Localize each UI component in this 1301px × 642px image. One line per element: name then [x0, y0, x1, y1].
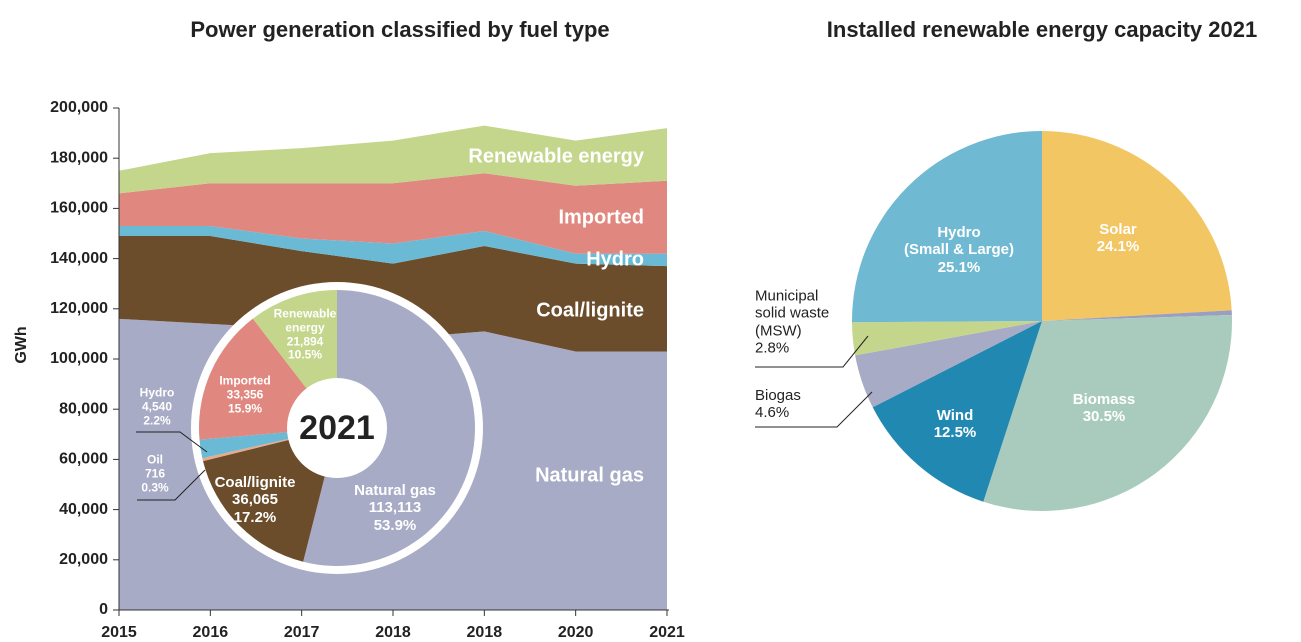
series-label: Hydro: [586, 248, 644, 270]
label-text: 12.5%: [933, 424, 977, 441]
label-text: 24.1%: [1096, 238, 1140, 255]
label-text: 2.8%: [755, 339, 790, 357]
label-text: 0.3%: [141, 479, 169, 494]
label-text: Solar: [1099, 220, 1137, 238]
slice: [983, 315, 1232, 511]
slice-label: Hydro (Small & Large) 25.1%: [884, 224, 1034, 276]
chart-title: Power generation classified by fuel type: [190, 17, 609, 42]
donut-center-label: 2021: [299, 409, 375, 447]
slice-label: Oil 716 0.3%: [121, 453, 189, 494]
y-tick-label: 120,000: [50, 300, 108, 317]
slice-label: Imported 33,356 15.9%: [211, 374, 279, 415]
slice-label: Biomass 30.5%: [1029, 391, 1179, 426]
slice: [851, 131, 1042, 323]
pie: [851, 131, 1232, 511]
leader-line: [136, 431, 208, 453]
series-label: Natural gas: [535, 464, 644, 486]
slice: [1042, 131, 1232, 321]
x-tick-label: 2016: [193, 624, 229, 641]
leader-line: [755, 335, 869, 368]
x-tick-label: 2021: [649, 624, 685, 641]
slice-label: Biogas 4.6%: [755, 387, 843, 422]
label-text: Wind: [936, 406, 974, 424]
label-text: 17.2%: [233, 508, 277, 526]
slice-label: Wind 12.5%: [880, 407, 1030, 442]
label-text: Hydro (Small & Large): [903, 224, 1015, 259]
slice-label: Municipal solid waste (MSW) 2.8%: [755, 288, 843, 357]
label-text: Municipal solid waste (MSW): [755, 287, 830, 340]
area: [119, 125, 667, 194]
area: [119, 173, 667, 254]
chart-title: Installed renewable energy capacity 2021: [827, 17, 1257, 42]
y-tick-label: 60,000: [59, 451, 108, 468]
label-text: 33,356: [226, 387, 264, 402]
label-text: Hydro: [139, 385, 175, 400]
y-tick-label: 20,000: [59, 551, 108, 568]
y-tick-label: 80,000: [59, 400, 108, 417]
axes: Natural gasCoal/ligniteHydroImportedRene…: [50, 99, 685, 641]
slice-label: Renewable energy 21,894 10.5%: [271, 307, 339, 362]
y-tick-label: 160,000: [50, 200, 108, 217]
label-text: 716: [144, 466, 166, 481]
slice: [855, 321, 1042, 408]
x-tick-label: 2018: [375, 624, 411, 641]
label-text: Oil: [146, 452, 163, 467]
label-text: 36,065: [232, 491, 278, 509]
label-text: Biomass: [1072, 390, 1136, 408]
label-text: Renewable energy: [273, 306, 337, 335]
donut: [199, 290, 475, 566]
x-tick-label: 2015: [101, 624, 137, 641]
slice: [852, 321, 1042, 356]
slice: [303, 290, 475, 566]
series-label: Coal/lignite: [536, 299, 644, 321]
y-tick-label: 140,000: [50, 250, 108, 267]
label-text: 53.9%: [373, 516, 417, 534]
leader-line: [137, 469, 206, 501]
slice-label: Coal/lignite 36,065 17.2%: [200, 474, 310, 526]
label-text: Natural gas: [354, 482, 436, 500]
y-tick-label: 180,000: [50, 149, 108, 166]
label-text: 2.2%: [143, 412, 171, 427]
label-text: Imported: [219, 373, 271, 388]
slice: [1042, 310, 1232, 321]
leader-line: [755, 391, 873, 428]
x-tick-label: 2018: [467, 624, 503, 641]
area: [119, 225, 667, 267]
label-text: 15.9%: [227, 400, 263, 415]
slice-label: Solar 24.1%: [1043, 221, 1193, 256]
donut-hole: [287, 378, 387, 478]
label-text: Coal/lignite: [214, 474, 296, 492]
label-text: 10.5%: [287, 347, 323, 362]
x-tick-label: 2020: [558, 624, 594, 641]
label-text: 25.1%: [937, 258, 981, 276]
x-tick-label: 2017: [284, 624, 320, 641]
label-text: 21,894: [286, 334, 324, 348]
y-tick-label: 0: [99, 601, 108, 618]
label-text: 113,113: [368, 499, 422, 517]
label-text: 4,540: [141, 399, 173, 414]
slice: [872, 321, 1042, 502]
y-tick-label: 100,000: [50, 350, 108, 367]
y-axis-label: GWh: [13, 326, 30, 363]
y-tick-label: 200,000: [50, 99, 108, 116]
label-text: 30.5%: [1082, 408, 1126, 425]
label-text: 4.6%: [755, 404, 790, 421]
series-label: Renewable energy: [468, 145, 645, 167]
slice-label: Natural gas 113,113 53.9%: [340, 482, 450, 534]
series-label: Imported: [558, 206, 644, 228]
y-tick-label: 40,000: [59, 501, 108, 518]
slice-label: Hydro 4,540 2.2%: [123, 386, 191, 427]
label-text: Biogas: [755, 386, 801, 404]
